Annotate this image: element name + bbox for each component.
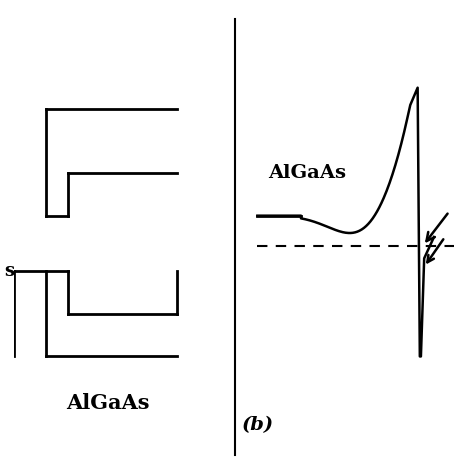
Text: AlGaAs: AlGaAs <box>66 393 150 413</box>
Text: AlGaAs: AlGaAs <box>269 164 346 182</box>
Text: (b): (b) <box>241 416 273 434</box>
Text: s: s <box>4 262 14 280</box>
